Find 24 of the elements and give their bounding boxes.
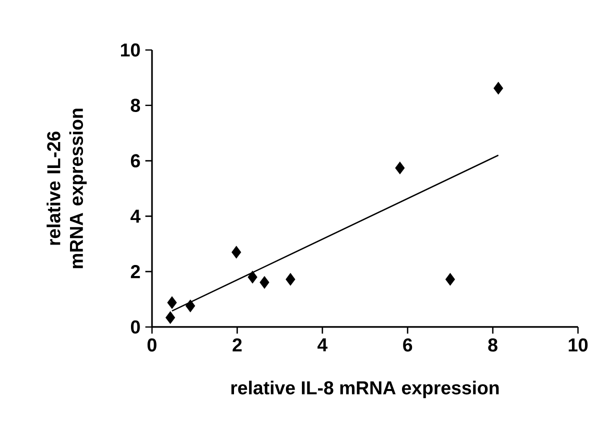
point [186, 300, 196, 312]
y-tick-label: 8 [130, 98, 140, 112]
point [248, 270, 258, 284]
x-tick-label: 10 [568, 338, 588, 352]
point [286, 273, 296, 286]
y-tick-label: 10 [121, 43, 140, 57]
point [395, 162, 405, 174]
y-tick-label: 2 [130, 265, 140, 278]
y-axis-title: relative IL-26 mRNA expression [46, 108, 87, 268]
y-tick-label: 4 [130, 210, 141, 223]
point [166, 311, 176, 324]
point [260, 276, 270, 289]
x-tick-label: 0 [148, 338, 156, 352]
x-tick-label: 4 [318, 338, 328, 352]
x-axis-title: relative IL-8 mRNA expression [231, 380, 499, 398]
x-tick-label: 8 [488, 338, 498, 352]
y-tick-label: 6 [130, 154, 140, 168]
point [494, 82, 504, 94]
point [445, 273, 455, 286]
x-tick-label: 6 [403, 338, 412, 352]
point [232, 246, 242, 258]
y-tick-label: 0 [130, 320, 140, 334]
point [167, 296, 177, 309]
x-tick-label: 2 [232, 338, 242, 352]
